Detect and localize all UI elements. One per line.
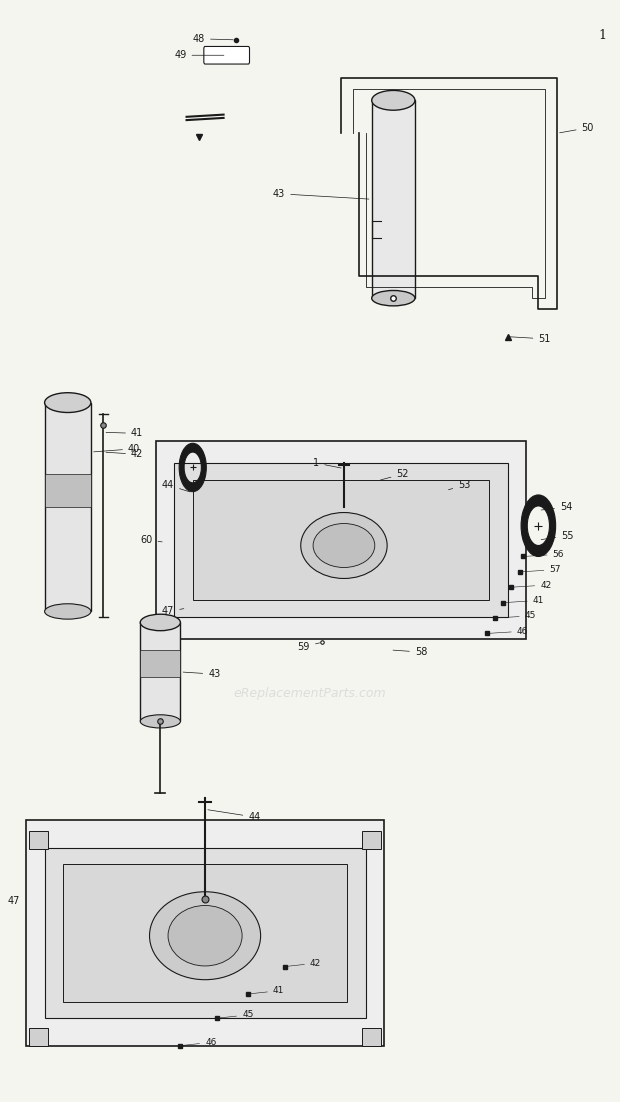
Bar: [29, 1028, 48, 1046]
Bar: [26, 820, 384, 1046]
Ellipse shape: [301, 512, 387, 579]
Text: 1: 1: [313, 458, 341, 468]
Text: 47: 47: [7, 896, 20, 906]
Text: 42: 42: [106, 450, 143, 460]
Ellipse shape: [372, 291, 415, 306]
Ellipse shape: [140, 614, 180, 630]
Ellipse shape: [45, 392, 91, 412]
Text: 40: 40: [94, 444, 140, 454]
Ellipse shape: [45, 604, 91, 619]
Text: 46: 46: [490, 627, 528, 636]
Text: 55: 55: [541, 530, 574, 541]
Text: 41: 41: [251, 986, 285, 995]
Bar: [363, 1028, 381, 1046]
Text: 42: 42: [513, 581, 551, 590]
Text: 43: 43: [183, 669, 220, 679]
Text: 58: 58: [393, 647, 427, 657]
Ellipse shape: [372, 90, 415, 110]
Text: 54: 54: [541, 503, 572, 512]
Text: 51: 51: [510, 334, 551, 344]
Text: 46: 46: [183, 1038, 216, 1047]
Text: 47: 47: [162, 606, 184, 616]
Bar: [45, 474, 91, 507]
Bar: [372, 100, 415, 299]
Text: 45: 45: [220, 1011, 254, 1019]
Text: 44: 44: [162, 480, 190, 491]
Text: 60: 60: [140, 534, 162, 545]
FancyBboxPatch shape: [204, 46, 249, 64]
Text: 48: 48: [193, 34, 233, 44]
Text: eReplacementParts.com: eReplacementParts.com: [234, 688, 386, 701]
Text: 49: 49: [174, 51, 224, 61]
Text: 41: 41: [506, 596, 544, 605]
Bar: [45, 847, 366, 1018]
Text: 43: 43: [273, 188, 369, 199]
Bar: [63, 864, 347, 1002]
Bar: [140, 650, 180, 678]
Bar: [193, 479, 489, 601]
Text: 56: 56: [526, 550, 564, 559]
Bar: [45, 402, 91, 612]
Text: 1: 1: [598, 29, 606, 42]
Text: 45: 45: [498, 612, 536, 620]
Text: 50: 50: [560, 122, 594, 133]
Text: 52: 52: [381, 469, 409, 480]
Ellipse shape: [140, 715, 180, 728]
Bar: [174, 463, 508, 617]
Text: 59: 59: [298, 641, 320, 651]
Text: 42: 42: [288, 959, 321, 968]
Bar: [29, 831, 48, 849]
Ellipse shape: [149, 892, 260, 980]
Ellipse shape: [313, 523, 375, 568]
Bar: [140, 623, 180, 722]
Text: 41: 41: [106, 429, 143, 439]
Bar: [363, 831, 381, 849]
Text: 53: 53: [448, 480, 471, 490]
Bar: [156, 441, 526, 639]
Text: 44: 44: [208, 810, 260, 822]
Ellipse shape: [168, 906, 242, 966]
Text: 57: 57: [523, 565, 561, 574]
